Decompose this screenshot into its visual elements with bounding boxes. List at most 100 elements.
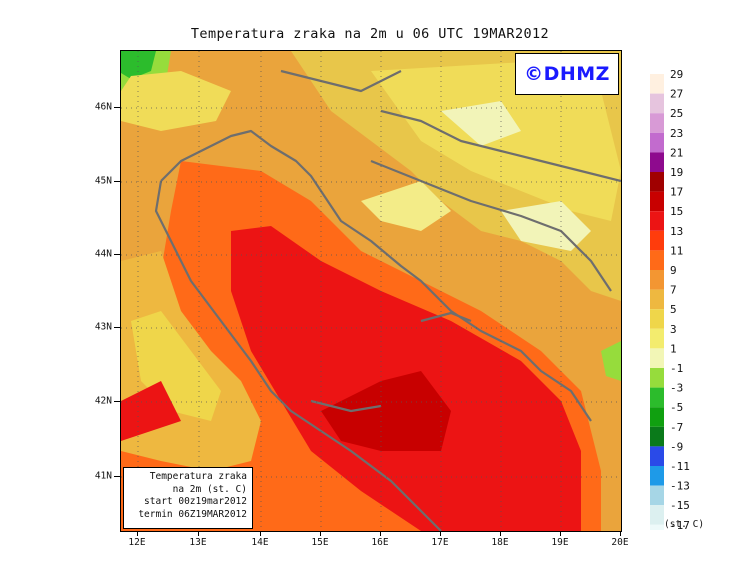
legend-unit: (st. C) <box>664 519 705 530</box>
lon-tick <box>320 531 321 536</box>
lon-tick <box>198 531 199 536</box>
lon-label-20e: 20E <box>611 537 629 548</box>
legend-swatch <box>650 191 664 212</box>
lat-tick <box>114 254 120 255</box>
legend-swatch <box>650 524 664 530</box>
lon-label-19e: 19E <box>551 537 569 548</box>
lat-tick <box>114 327 120 328</box>
coastline-italy <box>154 180 442 531</box>
legend-swatch <box>650 152 664 172</box>
legend-swatch <box>650 172 664 192</box>
legend-swatch <box>650 93 664 114</box>
legend-label: 7 <box>670 284 677 297</box>
legend-label: 9 <box>670 264 677 277</box>
legend-label: -17 <box>670 519 690 530</box>
lat-label-42n: 42N <box>94 395 112 407</box>
lat-tick <box>114 401 120 402</box>
legend-swatch <box>650 328 664 349</box>
lon-tick <box>137 531 138 536</box>
map-title: Temperatura zraka na 2m u 06 UTC 19MAR20… <box>190 26 550 42</box>
lon-tick <box>620 531 621 536</box>
legend-label: 21 <box>670 146 683 159</box>
field-1c-a <box>361 181 451 231</box>
info-line-3: start 00z19mar2012 <box>144 496 247 507</box>
legend-label: -13 <box>670 480 690 493</box>
legend-swatch <box>650 505 664 525</box>
legend-swatch <box>650 132 664 153</box>
legend-label: -15 <box>670 499 690 512</box>
info-line-1: Temperatura zraka <box>149 471 247 482</box>
field-minus3c-nw <box>121 51 156 79</box>
field-3c-nw <box>121 71 231 131</box>
legend-label: 29 <box>670 70 683 81</box>
legend-label: -11 <box>670 460 690 473</box>
legend-swatch <box>650 368 664 388</box>
legend-swatch <box>650 289 664 310</box>
color-legend: 29 27 25 23 21 19 17 15 13 11 9 7 5 3 1 -1 -3 -5 -7 -9 -11 -1… <box>650 70 690 530</box>
lon-label-18e: 18E <box>491 537 509 548</box>
legend-label: 25 <box>670 107 683 120</box>
lon-label-14e: 14E <box>251 537 269 548</box>
legend-swatch <box>650 466 664 486</box>
legend-label: 23 <box>670 127 683 140</box>
graticule <box>121 51 621 531</box>
legend-label: -7 <box>670 421 683 434</box>
legend-swatch <box>650 113 664 133</box>
field-17c-core <box>321 371 451 451</box>
info-line-4: termin 06Z19MAR2012 <box>138 508 247 520</box>
legend-swatch <box>650 309 664 329</box>
info-box: Temperatura zraka na 2m (st. C) start 00… <box>123 467 253 529</box>
legend-swatch <box>650 485 664 506</box>
coastline-croatia <box>160 129 592 422</box>
lat-tick <box>114 476 120 477</box>
lat-label-46n: 46N <box>94 101 112 113</box>
island-korcula <box>420 311 472 323</box>
legend-swatch <box>650 446 664 466</box>
legend-label: 15 <box>670 205 683 218</box>
legend-label: 27 <box>670 88 683 101</box>
info-line-2: na 2m (st. C) <box>172 483 247 495</box>
legend-label: -5 <box>670 401 683 414</box>
lat-tick <box>114 107 120 108</box>
temperature-map: ©DHMZ Temperatura zraka na 2m (st. C) st… <box>120 50 622 532</box>
lat-label-44n: 44N <box>94 248 112 260</box>
legend-swatch <box>650 270 664 290</box>
legend-swatch <box>650 250 664 270</box>
legend-swatch <box>650 348 664 368</box>
lat-label-45n: 45N <box>94 175 112 187</box>
legend-label: -9 <box>670 440 683 453</box>
lon-label-17e: 17E <box>431 537 449 548</box>
legend-label: -3 <box>670 382 683 395</box>
lon-label-15e: 15E <box>311 537 329 548</box>
legend-swatch <box>650 230 664 251</box>
legend-swatch <box>650 426 664 447</box>
border-bosnia <box>370 159 612 292</box>
field-15c-sw <box>121 381 181 441</box>
lon-tick <box>440 531 441 536</box>
lon-label-16e: 16E <box>371 537 389 548</box>
legend-label: 13 <box>670 225 683 238</box>
legend-label: 5 <box>670 303 677 316</box>
coastline-gargano <box>310 399 382 413</box>
lat-label-43n: 43N <box>94 321 112 333</box>
lon-tick <box>500 531 501 536</box>
legend-swatch <box>650 387 664 408</box>
lon-label-13e: 13E <box>189 537 207 548</box>
legend-swatch <box>650 211 664 231</box>
legend-label: 19 <box>670 166 683 179</box>
field-3c <box>371 61 621 221</box>
legend-label: -1 <box>670 362 683 375</box>
legend-label: 1 <box>670 342 677 355</box>
lon-tick <box>560 531 561 536</box>
legend-label: 11 <box>670 244 683 257</box>
temperature-field <box>121 51 621 531</box>
legend-label: 17 <box>670 186 683 199</box>
field-minus1c-east <box>601 341 621 381</box>
legend-label: 3 <box>670 323 677 336</box>
lon-tick <box>260 531 261 536</box>
dhmz-logo: ©DHMZ <box>515 53 619 95</box>
lon-label-12e: 12E <box>128 537 146 548</box>
legend-swatch <box>650 74 664 94</box>
field-1c-b <box>441 101 521 146</box>
lon-tick <box>380 531 381 536</box>
